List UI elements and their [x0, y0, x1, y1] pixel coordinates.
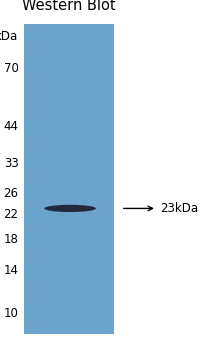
Text: 10: 10	[4, 307, 18, 320]
Ellipse shape	[53, 206, 83, 209]
Text: 33: 33	[4, 156, 18, 170]
Text: 44: 44	[3, 120, 18, 133]
Ellipse shape	[44, 205, 96, 212]
Text: 26: 26	[3, 186, 18, 200]
Text: kDa: kDa	[0, 30, 18, 43]
Text: 22: 22	[3, 208, 18, 220]
Text: 18: 18	[4, 233, 18, 246]
Text: 14: 14	[3, 264, 18, 277]
Text: Western Blot: Western Blot	[22, 0, 116, 13]
FancyBboxPatch shape	[24, 24, 114, 334]
Text: 70: 70	[4, 62, 18, 75]
Text: 23kDa: 23kDa	[160, 202, 198, 215]
